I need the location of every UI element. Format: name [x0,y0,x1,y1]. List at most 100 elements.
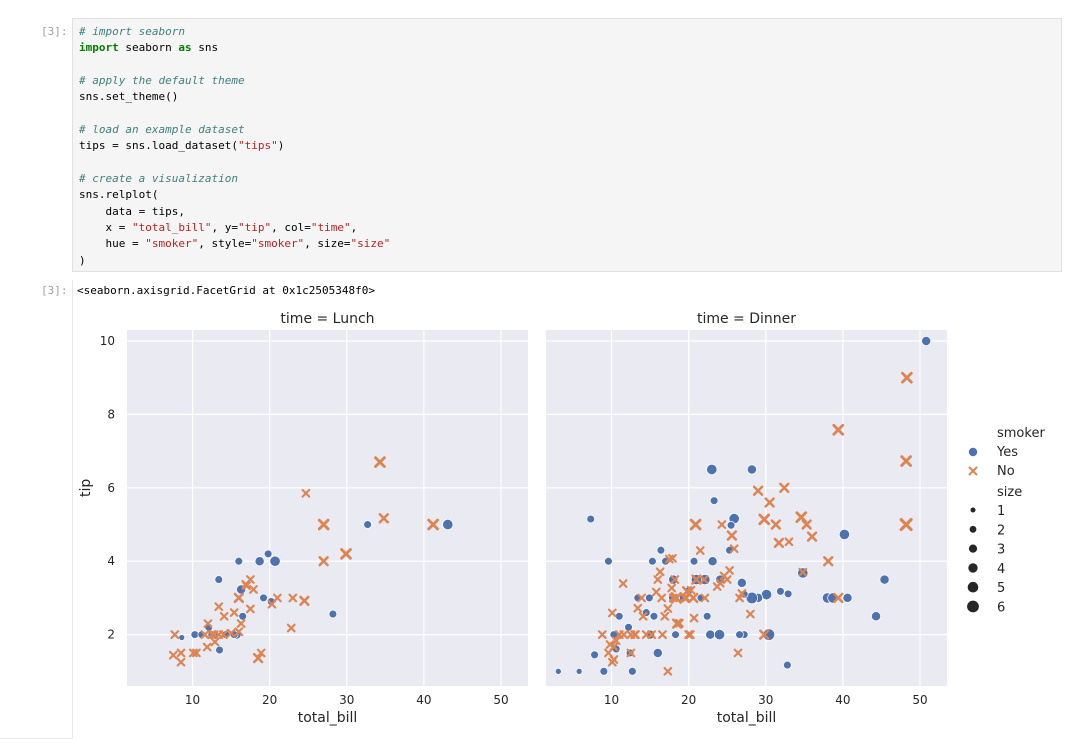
scatter-point-smoker-no [806,531,818,542]
scatter-point-smoker-no [679,592,690,604]
scatter-point-smoker-no [784,537,794,547]
legend-label-no: No [997,464,1015,479]
scatter-point-smoker-yes [254,556,265,567]
code-editor[interactable]: # import seaborn import seaborn as sns #… [79,24,390,269]
scatter-point-smoker-no [684,630,694,640]
legend-title-size: size [997,485,1022,500]
scatter-point-smoker-yes [649,612,659,621]
scatter-point-smoker-no [637,593,647,603]
y-tick-label: 8 [107,407,115,421]
x-tick-label: 30 [758,693,773,707]
scatter-point-smoker-no [795,511,808,524]
scatter-point-smoker-yes [702,612,712,621]
code-text: sns.relplot( [79,188,159,202]
scatter-point-smoker-no [833,592,844,604]
code-text: hue = [79,237,146,251]
scatter-point-smoker-no [318,556,329,567]
scatter-point-smoker-no [770,519,781,530]
scatter-point-smoker-no [759,629,770,640]
scatter-point-smoker-no [252,652,264,664]
scatter-point-smoker-yes [215,645,224,655]
scatter-point-smoker-no [245,604,255,614]
scatter-point-smoker-no [626,648,636,658]
scatter-point-smoker-no [256,648,266,658]
scatter-point-smoker-yes [214,575,224,584]
scatter-point-smoker-no [657,593,667,603]
scatter-point-smoker-no [733,648,743,658]
scatter-point-smoker-yes [671,630,680,639]
scatter-point-smoker-no [823,556,834,567]
legend-size-marker [970,507,976,513]
code-cell[interactable]: # import seaborn import seaborn as sns #… [72,18,1062,272]
scatter-point-smoker-no [689,518,702,531]
scatter-point-smoker-no [609,655,619,664]
scatter-point-smoker-yes [363,520,372,529]
code-string: "tip" [237,221,272,235]
scatter-point-smoker-yes [652,648,663,658]
scatter-point-smoker-yes [705,629,716,640]
scatter-point-smoker-no [735,593,744,603]
scatter-point-smoker-yes [259,593,268,603]
code-comment: # load an example dataset [79,123,245,137]
legend-size-marker [967,600,979,613]
scatter-point-smoker-no [798,567,808,577]
code-text: , style= [198,237,252,251]
code-text: , y= [211,221,238,235]
scatter-point-smoker-yes [586,514,595,524]
legend-title-smoker: smoker [997,426,1045,441]
scatter-point-smoker-no [745,609,755,619]
scatter-point-smoker-no [597,630,607,640]
scatter-point-smoker-no [779,482,790,493]
code-text: x = [79,221,132,235]
scatter-point-smoker-no [374,456,386,468]
code-keyword: as [178,41,192,55]
scatter-point-smoker-no [686,585,696,595]
scatter-point-smoker-no [726,530,738,541]
scatter-point-smoker-no [604,648,613,658]
code-string: "smoker" [145,237,199,251]
scatter-point-smoker-yes [838,528,850,540]
scatter-point-smoker-no [689,613,699,623]
legend-size-label: 3 [997,543,1005,558]
scatter-point-smoker-no [242,581,251,591]
scatter-point-smoker-no [378,513,389,524]
scatter-point-smoker-yes [234,556,244,566]
scatter-point-smoker-no [681,593,691,603]
scatter-point-smoker-no [214,602,224,612]
code-text: seaborn [118,41,179,55]
scatter-point-smoker-no [900,455,912,467]
scatter-point-smoker-no [317,518,330,531]
code-string: "smoker" [251,237,305,251]
code-string: "time" [310,221,351,235]
code-text: ) [277,139,285,153]
scatter-point-smoker-no [901,371,913,384]
code-string: "size" [350,237,391,251]
code-text: , [350,221,358,235]
scatter-point-smoker-no [663,604,673,613]
x-tick-label: 50 [493,693,508,707]
scatter-point-smoker-yes [783,660,792,670]
code-text: data = tips, [79,204,185,218]
code-comment: # apply the default theme [79,74,245,88]
y-tick-label: 4 [107,554,115,568]
scatter-point-smoker-no [695,546,705,555]
code-text: , size= [304,237,351,251]
scatter-point-smoker-yes [328,609,338,619]
scatter-point-smoker-yes [668,574,679,585]
scatter-point-smoker-yes [746,464,757,475]
scatter-point-smoker-yes [648,556,657,566]
x-tick-label: 10 [185,693,200,707]
legend-size-marker [968,544,978,553]
x-tick-label: 20 [262,693,277,707]
legend-size-label: 1 [997,504,1005,519]
relplot-figure: 10 20 30 40 50 2 4 6 8 10 time = Lunch total_bill 10… [78,311,1045,726]
scatter-point-smoker-yes [736,577,747,588]
scatter-point-smoker-no [611,636,621,646]
scatter-point-smoker-yes [238,612,247,621]
y-tick-label: 6 [107,481,115,495]
scatter-point-smoker-yes [713,629,726,641]
scatter-point-smoker-yes [783,589,793,599]
scatter-point-smoker-no [700,593,710,603]
scatter-point-smoker-no [288,593,298,603]
scatter-point-smoker-no [340,548,352,560]
